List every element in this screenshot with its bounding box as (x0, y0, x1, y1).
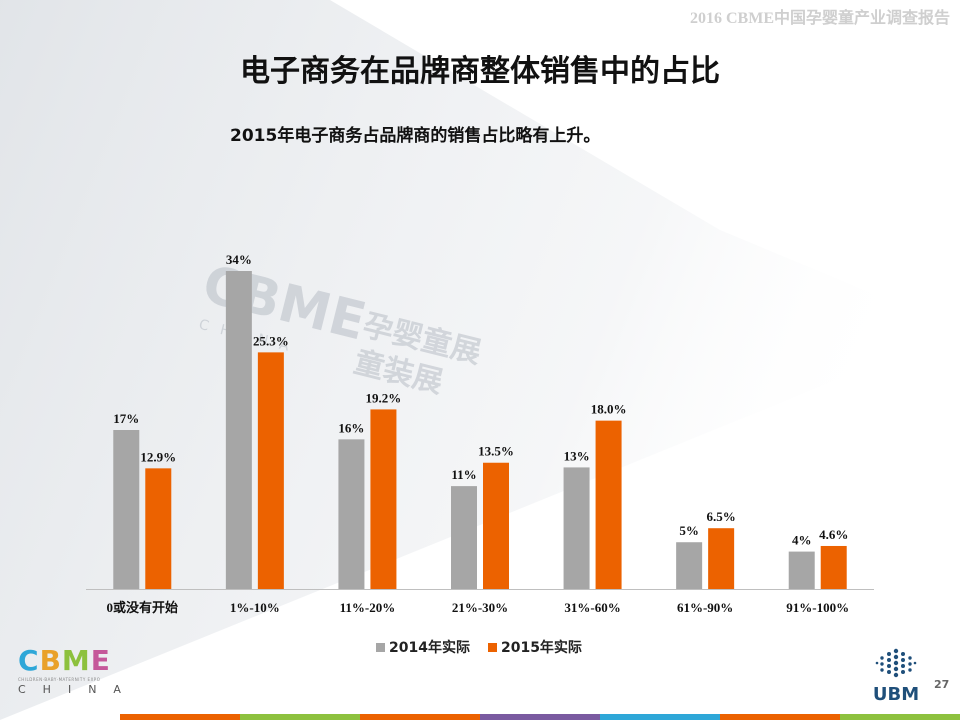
data-label: 13% (564, 448, 590, 463)
chart-legend: 2014年实际 2015年实际 (376, 637, 582, 657)
data-label: 11% (451, 467, 476, 482)
x-tick-label: 31%-60% (564, 600, 620, 615)
legend-swatch-2014 (376, 642, 385, 652)
stripe-segment (360, 714, 480, 720)
bar-2014 (563, 467, 590, 589)
data-label: 34% (226, 252, 252, 267)
logo-country: CHINA (18, 683, 138, 696)
bottom-color-stripe (120, 714, 960, 720)
data-label: 18.0% (591, 402, 627, 417)
data-label: 17% (113, 411, 139, 426)
report-header: 2016 CBME中国孕婴童产业调查报告 (689, 10, 950, 27)
legend-label-2015: 2015年实际 (500, 640, 582, 656)
bar-2014 (338, 439, 365, 589)
logo-tagline: CHILDREN·BABY·MATERNITY EXPO (18, 677, 101, 682)
bar-2014 (451, 486, 477, 589)
logo-letter-m: M (61, 644, 90, 677)
x-tick-label: 61%-90% (677, 600, 733, 615)
bar-2015 (595, 420, 622, 589)
legend-swatch-2015 (487, 642, 497, 652)
x-tick-label: 1%-10% (230, 600, 280, 615)
bar-2014 (676, 542, 703, 589)
data-label: 25.3% (253, 333, 289, 348)
bar-2015 (145, 468, 172, 589)
data-label: 4.6% (819, 527, 848, 542)
ubm-logo: UBM (866, 648, 926, 708)
bar-2014 (788, 551, 815, 589)
bar-2015 (708, 528, 735, 589)
cbme-logo: C B M E CHILDREN·BABY·MATERNITY EXPO CHI… (18, 646, 128, 706)
bar-2015 (370, 409, 397, 589)
logo-letter-e: E (90, 644, 110, 677)
legend-item-2014: 2014年实际 (376, 637, 470, 657)
cbme-logo-letters: C B M E (18, 646, 128, 676)
x-tick-label: 0或没有开始 (107, 600, 179, 615)
slide-subtitle: 2015年电子商务占品牌商的销售占比略有上升。 (230, 126, 601, 146)
data-label: 19.2% (366, 390, 402, 405)
stripe-segment (240, 714, 360, 720)
legend-label-2014: 2014年实际 (389, 640, 470, 656)
bar-2015 (820, 545, 847, 589)
data-label: 16% (338, 420, 364, 435)
page-number: 27 (934, 678, 950, 691)
bar-2015 (483, 462, 509, 589)
data-label: 6.5% (707, 509, 736, 524)
ubm-logo-text: UBM (872, 684, 920, 705)
stripe-segment (720, 714, 840, 720)
bar-2014 (113, 430, 140, 589)
data-label: 4% (792, 533, 812, 548)
stripe-segment (480, 714, 600, 720)
x-tick-label: 11%-20% (340, 600, 396, 615)
slide-title: 电子商务在品牌商整体销售中的占比 (240, 54, 720, 89)
data-label: 5% (679, 523, 699, 538)
x-tick-label: 91%-100% (786, 600, 849, 615)
bar-2014 (225, 271, 252, 589)
stripe-segment (840, 714, 960, 720)
data-label: 12.9% (140, 449, 176, 464)
ubm-dots-icon (875, 648, 917, 678)
stripe-segment (600, 714, 720, 720)
legend-item-2015: 2015年实际 (487, 637, 582, 657)
logo-letter-c: C (18, 644, 39, 677)
x-tick-label: 21%-30% (452, 600, 508, 615)
data-label: 13.5% (478, 444, 514, 459)
bar-2015 (257, 352, 284, 589)
stripe-segment (120, 714, 240, 720)
logo-letter-b: B (39, 644, 61, 677)
